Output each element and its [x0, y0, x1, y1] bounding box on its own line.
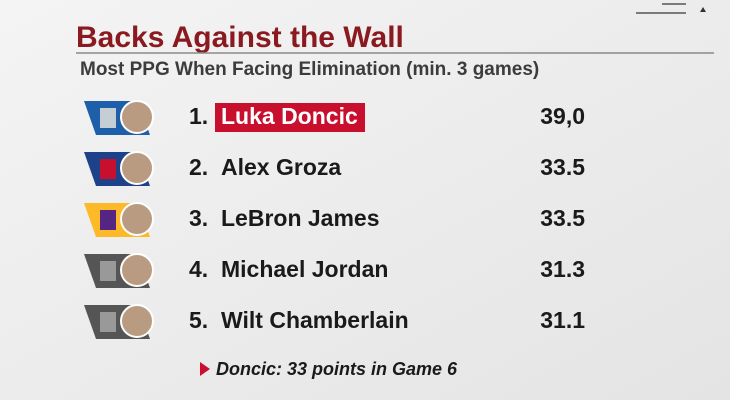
player-name: Luka Doncic: [221, 103, 358, 129]
headshot: [120, 304, 154, 338]
headshot: [120, 253, 154, 287]
rank: 2.: [189, 154, 208, 180]
team-logo-mark: [100, 312, 116, 332]
subtitle: Most PPG When Facing Elimination (min. 3…: [80, 59, 539, 80]
player-name: Wilt Chamberlain: [221, 307, 409, 333]
player-name: Alex Groza: [221, 154, 341, 180]
headshot: [120, 202, 154, 236]
rank: 4.: [189, 256, 208, 282]
rank: 3.: [189, 205, 208, 231]
menu-icon: [636, 3, 686, 14]
ppg: 31.3: [540, 256, 585, 282]
footnote: Doncic: 33 points in Game 6: [216, 359, 458, 379]
player-name: Michael Jordan: [221, 256, 388, 282]
highlight: [215, 103, 365, 132]
arrow-icon: [700, 7, 706, 12]
team-logo-mark: [100, 261, 116, 281]
ppg: 33.5: [540, 205, 585, 231]
ppg: 39,0: [540, 103, 585, 129]
ppg: 31.1: [540, 307, 585, 333]
headshot: [120, 151, 154, 185]
ppg: 33.5: [540, 154, 585, 180]
rows: 1. Luka Doncic 39,0 2. Alex Groza 33.5 3. LeBro…: [84, 100, 585, 339]
team-logo-mark: [100, 108, 116, 128]
rank: 5.: [189, 307, 208, 333]
rank: 1.: [189, 103, 208, 129]
player-name: LeBron James: [221, 205, 380, 231]
footnote-marker: [200, 362, 210, 376]
team-logo-mark: [100, 159, 116, 179]
title: Backs Against the Wall: [76, 21, 404, 54]
team-logo-mark: [100, 210, 116, 230]
headshot: [120, 100, 154, 134]
